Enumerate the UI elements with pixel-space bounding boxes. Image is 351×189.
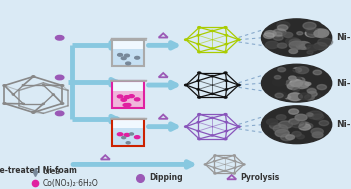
Circle shape [225,130,228,132]
Circle shape [289,76,296,80]
Circle shape [295,114,307,121]
Circle shape [213,167,215,168]
Circle shape [307,111,323,119]
Circle shape [308,91,317,97]
Circle shape [233,155,236,156]
Circle shape [283,32,293,37]
Circle shape [314,43,327,50]
Text: Ni-Urea: Ni-Urea [336,33,351,42]
Circle shape [294,81,309,89]
Circle shape [299,44,305,48]
Circle shape [289,41,304,49]
Circle shape [211,117,213,119]
Circle shape [292,132,301,136]
Circle shape [130,133,133,135]
Circle shape [225,80,228,81]
Circle shape [214,173,216,174]
Circle shape [55,75,64,80]
Circle shape [268,131,276,135]
Circle shape [261,106,332,144]
Circle shape [286,37,299,45]
Circle shape [198,114,201,115]
Circle shape [305,27,315,32]
Circle shape [22,103,24,104]
Circle shape [305,30,319,37]
Circle shape [204,164,206,165]
Circle shape [303,123,313,129]
Circle shape [307,51,313,54]
Circle shape [197,80,199,81]
Circle shape [214,155,216,156]
Circle shape [3,103,6,104]
Circle shape [318,38,333,46]
Circle shape [224,27,227,28]
Circle shape [234,161,236,162]
Circle shape [264,33,274,38]
Circle shape [279,121,292,128]
Circle shape [276,115,286,120]
Circle shape [224,157,225,158]
Circle shape [243,164,245,165]
Circle shape [289,119,299,124]
Circle shape [211,76,213,77]
Circle shape [125,54,130,57]
Circle shape [124,133,130,136]
Circle shape [197,35,199,36]
Circle shape [275,92,287,99]
Circle shape [314,29,329,37]
Circle shape [225,35,228,36]
Circle shape [61,85,64,86]
Circle shape [265,41,279,49]
Circle shape [289,109,299,114]
Circle shape [319,121,329,126]
Circle shape [225,89,228,90]
Circle shape [135,57,140,59]
Circle shape [237,84,240,86]
Circle shape [117,95,123,98]
Circle shape [198,138,201,140]
Circle shape [296,67,309,74]
Circle shape [287,83,299,89]
Circle shape [61,103,64,104]
Text: Ni-Co-CN: Ni-Co-CN [336,120,351,129]
Circle shape [273,29,286,36]
Circle shape [288,93,302,101]
Circle shape [289,49,298,53]
Circle shape [266,119,278,125]
Circle shape [224,170,225,171]
Circle shape [261,19,332,57]
Circle shape [286,80,299,87]
Circle shape [211,135,213,136]
Circle shape [198,97,201,98]
Circle shape [307,45,318,51]
Circle shape [305,95,314,100]
Circle shape [290,80,303,86]
Text: Pre-treated Ni-foam: Pre-treated Ni-foam [0,166,77,175]
Text: Pyrolysis: Pyrolysis [240,173,280,182]
Circle shape [122,137,126,139]
Circle shape [311,29,325,37]
FancyBboxPatch shape [113,49,143,65]
Circle shape [277,22,290,29]
Circle shape [274,76,281,79]
Circle shape [12,94,14,95]
Circle shape [55,111,64,116]
Circle shape [125,104,131,106]
Circle shape [299,82,309,87]
Circle shape [185,84,187,86]
Circle shape [52,94,54,95]
FancyBboxPatch shape [113,91,143,107]
Circle shape [197,89,199,90]
Circle shape [305,44,311,47]
Circle shape [224,72,227,74]
Circle shape [117,133,123,136]
Circle shape [308,114,314,117]
Circle shape [225,43,228,45]
Circle shape [197,43,199,45]
Circle shape [224,114,227,115]
FancyBboxPatch shape [113,128,143,145]
Circle shape [281,134,293,141]
Circle shape [295,77,305,83]
Circle shape [198,27,201,28]
